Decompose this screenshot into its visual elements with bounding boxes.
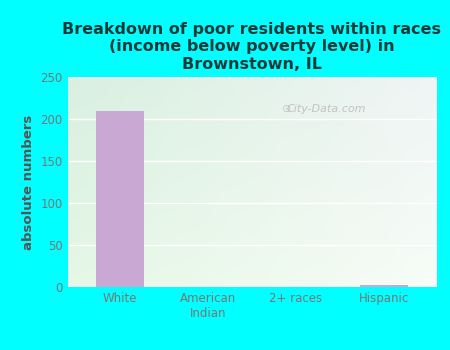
Text: ⊙: ⊙: [282, 104, 292, 113]
Title: Breakdown of poor residents within races
(income below poverty level) in
Brownst: Breakdown of poor residents within races…: [63, 22, 441, 72]
Text: City-Data.com: City-Data.com: [286, 104, 365, 113]
Bar: [96, 111, 144, 287]
Bar: [360, 285, 408, 287]
Y-axis label: absolute numbers: absolute numbers: [22, 114, 35, 250]
